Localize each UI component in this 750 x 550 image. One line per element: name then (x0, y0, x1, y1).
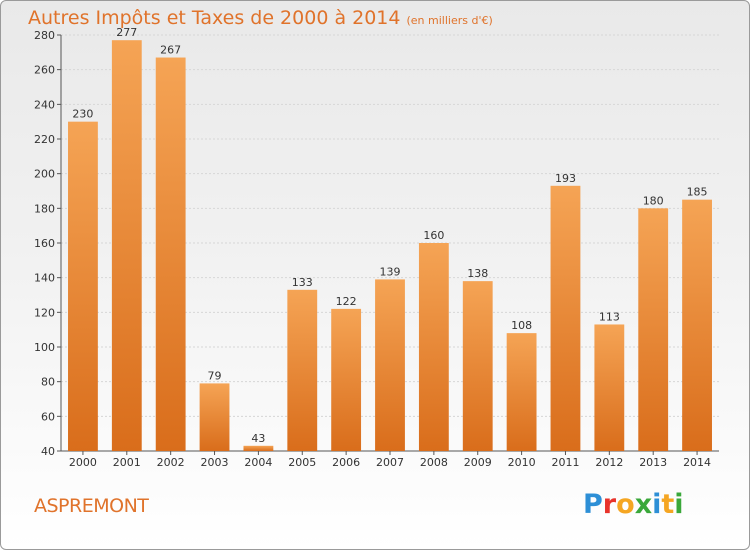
value-label-2006: 122 (336, 295, 357, 308)
y-tick-label-180: 180 (34, 202, 55, 215)
y-tick-label-120: 120 (34, 306, 55, 319)
bar-2007 (375, 279, 405, 451)
x-tick-label-2013: 2013 (639, 456, 667, 469)
value-label-2009: 138 (467, 267, 488, 280)
value-label-2012: 113 (599, 310, 620, 323)
value-label-2011: 193 (555, 172, 576, 185)
value-label-2008: 160 (423, 229, 444, 242)
x-tick-label-2011: 2011 (551, 456, 579, 469)
value-label-2003: 79 (208, 369, 222, 382)
bar-2013 (638, 208, 669, 451)
value-label-2013: 180 (643, 194, 664, 207)
value-label-2000: 230 (72, 108, 93, 121)
value-label-2002: 267 (160, 44, 181, 57)
value-label-2014: 185 (687, 186, 708, 199)
chart-title: Autres Impôts et Taxes de 2000 à 2014 (28, 7, 401, 29)
bar-2014 (682, 199, 712, 451)
bar-2003 (199, 383, 230, 451)
y-tick-label-280: 280 (34, 29, 55, 42)
y-tick-label-40: 40 (41, 445, 55, 458)
labels: 230 277 267 79 43 133 122 139 160 138 108 193 113 180… (72, 26, 707, 445)
x-tick-label-2010: 2010 (508, 456, 536, 469)
value-label-2004: 43 (251, 432, 265, 445)
logo-letter: i (674, 489, 684, 520)
y-tick-label-80: 80 (41, 376, 55, 389)
logo-letter: r (602, 489, 617, 520)
value-label-2001: 277 (116, 26, 137, 39)
bar-2009 (462, 281, 493, 451)
logo-letter: i (652, 489, 662, 520)
bar-2005 (287, 289, 318, 451)
x-tick-label-2000: 2000 (69, 456, 97, 469)
x-tick-label-2003: 2003 (201, 456, 229, 469)
y-tick-label-200: 200 (34, 168, 55, 181)
x-tick-label-2001: 2001 (113, 456, 141, 469)
bar-2001 (111, 40, 142, 451)
value-label-2007: 139 (380, 265, 401, 278)
y-tick-label-240: 240 (34, 98, 55, 111)
commune-name: ASPREMONT (34, 495, 149, 517)
bar-2000 (68, 121, 98, 452)
x-tick-label-2012: 2012 (595, 456, 623, 469)
logo-letter: x (634, 489, 653, 520)
x-tick-label-2002: 2002 (157, 456, 185, 469)
logo-letter: t (661, 489, 675, 520)
chart-subtitle: (en milliers d'€) (406, 14, 493, 27)
y-tick-label-100: 100 (34, 341, 55, 354)
bar-2008 (418, 243, 449, 451)
logo-letter: o (616, 489, 635, 520)
x-tick-label-2014: 2014 (683, 456, 711, 469)
x-tick-label-2004: 2004 (244, 456, 272, 469)
logo-letter: P (583, 489, 603, 520)
y-tick-label-60: 60 (41, 410, 55, 423)
value-label-2005: 133 (292, 276, 313, 289)
chart-title-block: Autres Impôts et Taxes de 2000 à 2014 (en… (28, 7, 493, 29)
x-tick-label-2006: 2006 (332, 456, 360, 469)
proxiti-logo[interactable]: Proxiti (583, 489, 684, 520)
bars (68, 40, 712, 452)
y-tick-label-220: 220 (34, 133, 55, 146)
y-tick-label-160: 160 (34, 237, 55, 250)
bar-2011 (550, 185, 581, 452)
x-tick-label-2005: 2005 (288, 456, 316, 469)
x-tick-label-2009: 2009 (464, 456, 492, 469)
bar-2004 (243, 445, 274, 451)
y-tick-label-140: 140 (34, 272, 55, 285)
bar-2012 (594, 324, 625, 451)
bar-2010 (506, 333, 537, 451)
bar-2006 (331, 308, 362, 451)
x-tick-label-2007: 2007 (376, 456, 404, 469)
bar-2002 (155, 57, 186, 452)
axes: 40 60 80 100 120 140 160 180 200 220 240 260 280 2000… (34, 29, 719, 469)
x-tick-label-2008: 2008 (420, 456, 448, 469)
y-tick-label-260: 260 (34, 64, 55, 77)
value-label-2010: 108 (511, 319, 532, 332)
